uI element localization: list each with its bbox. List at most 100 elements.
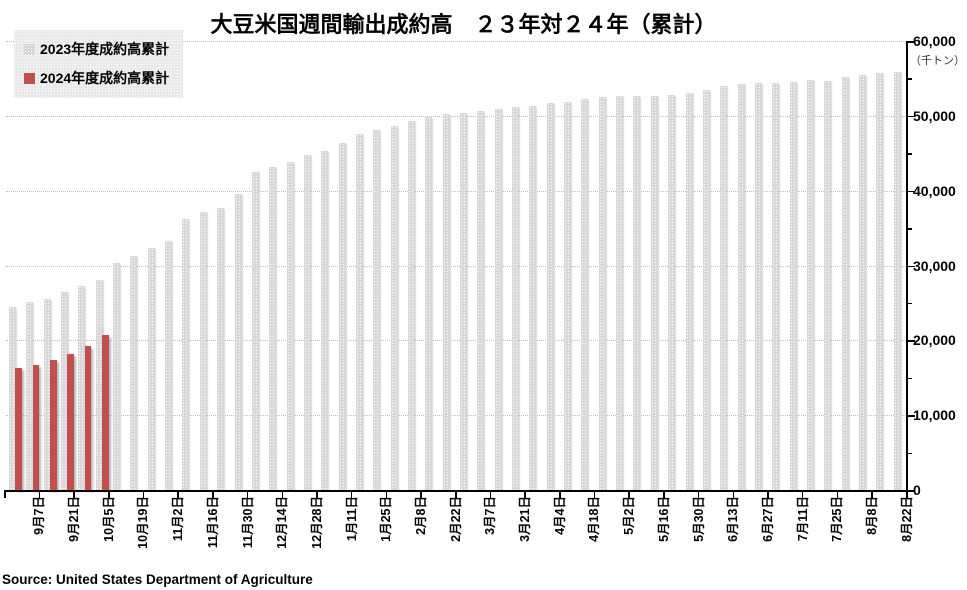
legend-swatch-2023: [24, 43, 35, 55]
bar-2023: [9, 307, 16, 490]
y-axis-tick: [908, 452, 912, 455]
y-axis-tick: [908, 302, 912, 305]
bar-2023: [616, 96, 624, 490]
x-axis-tick: [871, 492, 873, 498]
legend: 2023年度成約高累計 2024年度成約高累計: [14, 30, 184, 98]
x-tick-label: 12月28日: [309, 496, 324, 549]
bar-2023: [529, 106, 537, 490]
x-axis-tick: [281, 492, 284, 498]
x-axis-tick: [142, 492, 145, 498]
x-tick-label: 3月7日: [483, 496, 498, 535]
bar-2023: [199, 212, 207, 490]
bar-2023: [130, 255, 138, 490]
bar-2023: [893, 72, 901, 490]
y-axis-tick: [908, 153, 912, 155]
y-axis-tick: [908, 78, 912, 80]
y-tick-label: 10,000: [913, 407, 956, 424]
x-axis-tick: [455, 492, 457, 498]
x-axis-tick: [108, 492, 110, 498]
bar-2023: [460, 112, 467, 490]
x-tick-label: 9月7日: [32, 496, 47, 535]
x-tick-label: 6月13日: [726, 496, 741, 542]
y-tick-label: 0: [913, 482, 921, 498]
bar-2023: [685, 93, 693, 490]
legend-item-2024: 2024年度成約高累計: [24, 68, 169, 88]
x-tick-label: 10月19日: [136, 496, 151, 549]
bar-2023: [668, 94, 676, 490]
bar-2024: [15, 368, 22, 490]
bar-2023: [720, 85, 728, 490]
bar-2023: [512, 106, 520, 490]
y-axis-tick: [908, 41, 915, 43]
bar-2023: [390, 125, 398, 490]
bar-2023: [772, 82, 780, 490]
x-tick-label: 5月30日: [691, 496, 706, 542]
bar-2024: [102, 335, 109, 490]
bar-2023: [477, 110, 485, 490]
x-axis-tick: [628, 492, 630, 498]
x-axis-tick: [73, 492, 75, 498]
bar-2023: [26, 302, 34, 490]
y-gridline: [6, 41, 906, 42]
bar-2023: [217, 207, 225, 490]
bar-2023: [303, 155, 311, 490]
bar-2024: [32, 365, 40, 490]
bar-2023: [321, 151, 329, 490]
x-tick-label: 5月2日: [622, 496, 637, 535]
bar-2023: [702, 90, 710, 490]
bar-2023: [737, 84, 745, 490]
y-axis-tick: [908, 415, 915, 417]
bar-2023: [581, 99, 589, 490]
y-tick-label: 20,000: [913, 332, 956, 349]
bar-2023: [234, 193, 242, 490]
bar-2023: [858, 75, 866, 490]
x-axis-tick: [385, 492, 388, 498]
bar-2023: [407, 121, 415, 490]
x-axis-tick: [697, 492, 700, 498]
bar-2023: [494, 109, 502, 490]
x-axis-tick: [906, 492, 908, 498]
x-tick-label: 2月22日: [448, 496, 463, 542]
legend-label-2023: 2023年度成約高累計: [40, 41, 170, 57]
bar-2023: [78, 286, 86, 490]
x-axis-tick: [212, 492, 214, 498]
x-tick-label: 2月8日: [413, 496, 428, 535]
y-tick-label: 40,000: [913, 182, 956, 199]
y-axis-tick: [908, 490, 915, 492]
x-axis-tick: [559, 492, 561, 498]
bar-2023: [754, 82, 762, 490]
x-tick-label: 11月30日: [240, 496, 255, 549]
x-tick-label: 8月8日: [864, 496, 879, 535]
bar-2023: [355, 133, 363, 490]
y-tick-label: 30,000: [913, 257, 956, 274]
bar-2023: [251, 171, 259, 490]
bar-2024: [84, 346, 92, 490]
x-tick-label: 12月14日: [275, 496, 290, 549]
y-gridline: [6, 265, 906, 267]
bar-2023: [876, 73, 884, 490]
bar-2023: [43, 299, 51, 490]
y-gridline: [6, 190, 906, 192]
y-tick-label: 60,000: [913, 33, 956, 49]
bar-2023: [546, 103, 554, 490]
y-axis-tick: [908, 340, 915, 342]
bar-2023: [841, 76, 849, 490]
bar-2023: [113, 263, 121, 490]
y-axis-tick: [908, 265, 915, 267]
x-tick-label: 11月2日: [171, 496, 186, 542]
x-axis-tick: [489, 492, 492, 498]
x-axis-tick: [350, 492, 353, 498]
x-tick-label: 4月4日: [552, 496, 567, 535]
x-tick-label: 6月27日: [760, 496, 775, 542]
bar-2023: [165, 240, 173, 490]
x-tick-label: 7月11日: [795, 496, 810, 542]
x-axis-line: [4, 490, 908, 492]
bar-2023: [147, 247, 155, 490]
x-axis-tick: [836, 492, 839, 498]
x-tick-label: 8月22日: [899, 496, 914, 542]
x-axis-tick: [4, 492, 6, 498]
x-axis-tick: [316, 492, 318, 498]
bar-2023: [442, 114, 450, 490]
x-tick-label: 7月25日: [830, 496, 845, 542]
